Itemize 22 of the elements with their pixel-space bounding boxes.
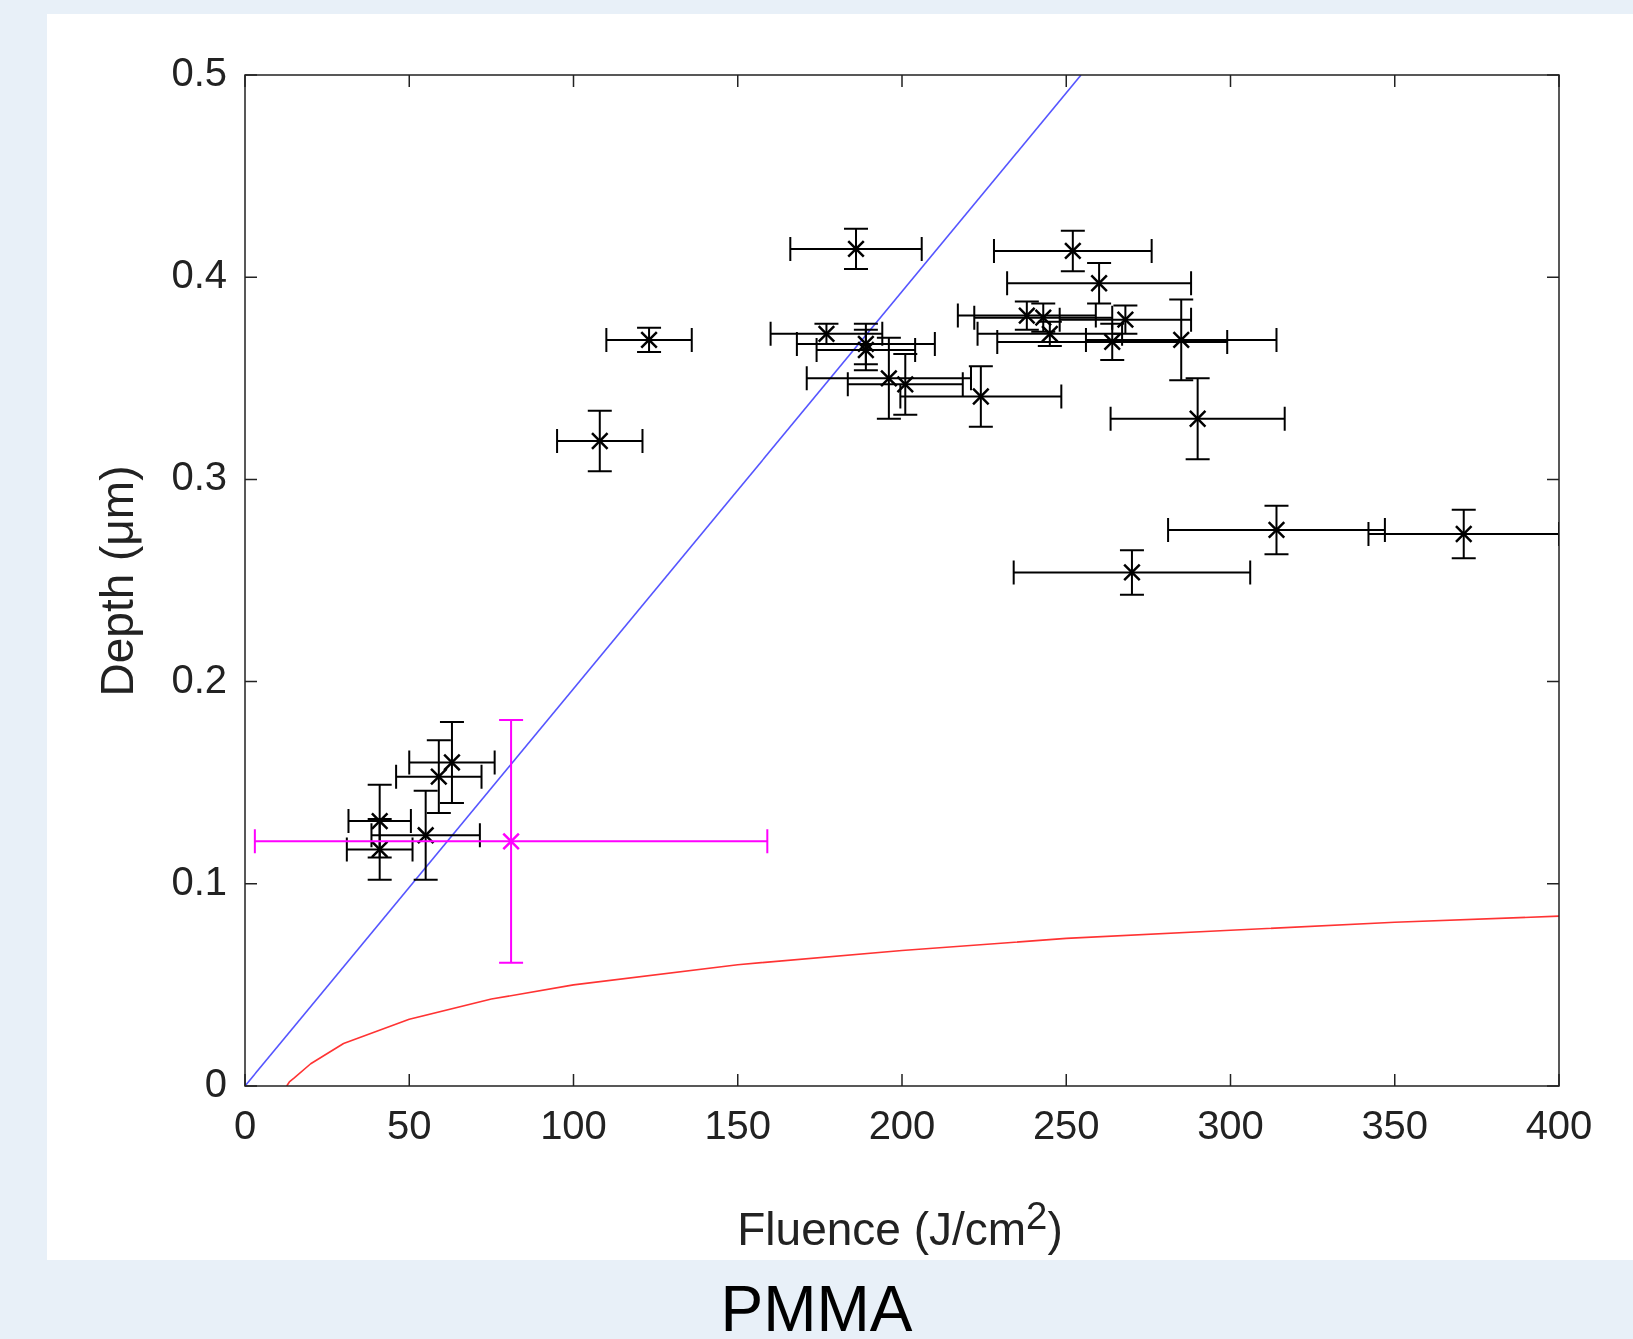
x-tick-label: 100 [540, 1103, 607, 1148]
x-tick-label: 150 [704, 1103, 772, 1148]
x-tick-label: 400 [1525, 1103, 1593, 1148]
x-tick-label: 200 [868, 1103, 936, 1148]
y-tick-label: 0.1 [171, 858, 227, 903]
y-axis-title: Depth (μm) [90, 465, 144, 697]
point [1017, 306, 1036, 325]
point [640, 330, 659, 349]
point [1034, 308, 1053, 327]
x-tick-label: 350 [1361, 1103, 1429, 1148]
x-tick-label: 250 [1032, 1103, 1100, 1148]
x-tick-label: 300 [1197, 1103, 1264, 1148]
point [502, 832, 521, 851]
y-tick-label: 0 [204, 1061, 227, 1106]
y-tick-label: 0.2 [171, 656, 227, 701]
x-axis-title: Fluence (J/cm$^{2}$) [736, 1194, 1064, 1257]
y-tick-label: 0.4 [171, 252, 227, 297]
text: PMMA [719, 1272, 914, 1339]
x-tick-label: 0 [233, 1103, 257, 1148]
x-tick-label: 50 [387, 1103, 432, 1148]
y-tick-label: 0.5 [171, 50, 227, 95]
y-tick-label: 0.3 [171, 454, 227, 499]
